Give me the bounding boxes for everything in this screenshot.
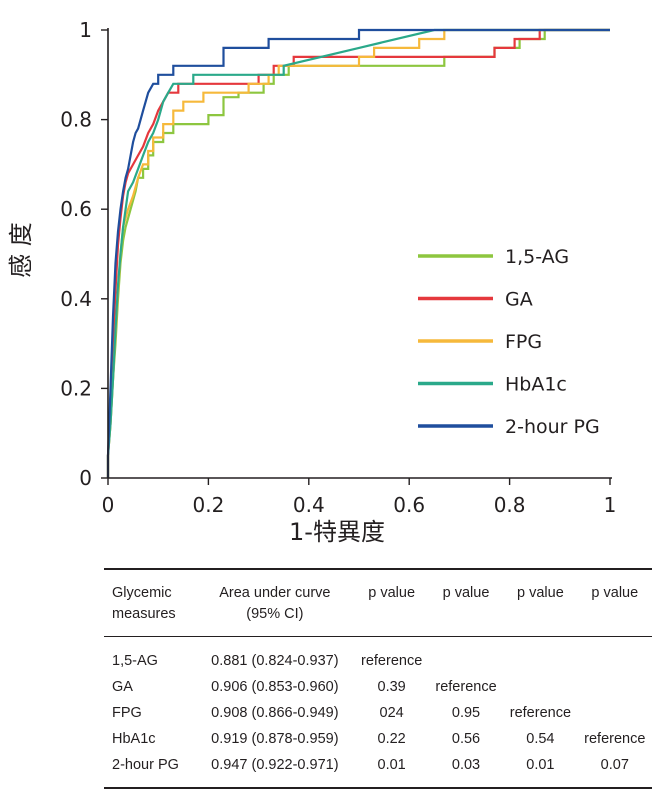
x-tick-label: 0.2: [192, 493, 224, 517]
table-row: FPG 0.908 (0.866-0.949) 024 0.95 reference: [104, 700, 652, 726]
table-row: GA 0.906 (0.853-0.960) 0.39 reference: [104, 674, 652, 700]
table-header-text: p value: [517, 585, 564, 601]
table-cell: HbA1c: [112, 731, 156, 747]
x-axis-title: 1-特異度: [289, 518, 385, 546]
table-cell: [578, 637, 652, 675]
roc-chart: 0 0.2 0.4 0.6 0.8 1 0 0.2 0.4 0.6 0.8 1 感 度 1-特異度 1…: [7, 18, 616, 546]
table-cell: 0.95: [451, 705, 481, 721]
series-layer: [106, 28, 610, 478]
table-header-row: Glycemic measures Area under curve (95% CI)…: [104, 569, 652, 637]
table-header-cell: Area under curve (95% CI): [195, 569, 354, 637]
auc-table: Glycemic measures Area under curve (95% CI)…: [104, 568, 652, 789]
auc-table-wrapper: Glycemic measures Area under curve (95% CI)…: [104, 568, 652, 789]
table-cell: 0.01: [377, 757, 406, 773]
table-header-text: Glycemic: [112, 585, 172, 601]
table-header-cell: p value: [354, 569, 428, 637]
table-header-cell: p value: [578, 569, 652, 637]
table-cell: GA: [112, 679, 133, 695]
table-cell: FPG: [112, 705, 142, 721]
y-tick-label: 0.6: [60, 197, 92, 221]
legend-label-hba1c: HbA1c: [505, 374, 567, 396]
table-cell: 0.39: [377, 679, 406, 695]
legend: 1,5-AG GA FPG HbA1c 2-hour PG: [418, 246, 600, 438]
table-cell: [429, 637, 503, 675]
table-body: 1,5-AG 0.881 (0.824-0.937) reference GA 0.90…: [104, 637, 652, 788]
table-cell: 0.56: [451, 731, 481, 747]
table-cell: 0.908 (0.866-0.949): [211, 705, 339, 721]
table-row: HbA1c 0.919 (0.878-0.959) 0.22 0.56 0.54 refe…: [104, 726, 652, 752]
table-cell: 0.54: [526, 731, 555, 747]
table-cell: 0.906 (0.853-0.960): [211, 679, 339, 695]
y-tick-label: 0.8: [60, 108, 92, 132]
table-cell: [503, 637, 577, 675]
x-tick-label: 1: [604, 493, 617, 517]
table-header-text: p value: [368, 585, 416, 601]
x-tick-label: 0: [102, 493, 115, 517]
table-cell: reference: [509, 705, 572, 721]
legend-label-fpg: FPG: [505, 331, 542, 353]
x-tick-label: 0.6: [393, 493, 425, 517]
table-row: 1,5-AG 0.881 (0.824-0.937) reference: [104, 637, 652, 675]
table-header-cell: Glycemic measures: [104, 569, 195, 637]
y-tick-label: 1: [79, 18, 92, 42]
legend-label-2-hour-pg: 2-hour PG: [505, 416, 600, 438]
x-tick-label: 0.8: [494, 493, 526, 517]
table-header-text: (95% CI): [246, 606, 304, 622]
table-cell: 2-hour PG: [112, 757, 179, 773]
series-line-2-hour-pg: [106, 28, 610, 478]
legend-label-1-5-ag: 1,5-AG: [505, 246, 569, 268]
table-header-text: measures: [112, 606, 176, 622]
table-cell: 0.947 (0.922-0.971): [211, 757, 339, 773]
table-header-cell: p value: [503, 569, 577, 637]
table-cell: 0.881 (0.824-0.937): [211, 653, 339, 669]
table-cell: 0.03: [451, 757, 481, 773]
table-header-text: p value: [442, 585, 490, 601]
table-row: 2-hour PG 0.947 (0.922-0.971) 0.01 0.03 0.01…: [104, 752, 652, 788]
table-cell: 0.07: [600, 757, 629, 773]
y-axis-title: 感 度: [7, 222, 35, 278]
table-header-cell: p value: [429, 569, 503, 637]
legend-label-ga: GA: [505, 289, 533, 311]
table-cell: reference: [435, 679, 497, 695]
table-header-text: Area under curve: [219, 585, 331, 601]
table-cell: [503, 674, 577, 700]
table-cell: [578, 700, 652, 726]
table-cell: [578, 674, 652, 700]
table-cell: reference: [361, 653, 423, 669]
table-header-text: p value: [591, 585, 639, 601]
table-cell: 0.919 (0.878-0.959): [211, 731, 339, 747]
table-cell: reference: [584, 731, 646, 747]
table-cell: 024: [379, 705, 404, 721]
series-line-1-5-ag: [106, 28, 610, 478]
axes-layer: 0 0.2 0.4 0.6 0.8 1 0 0.2 0.4 0.6 0.8 1: [60, 18, 616, 517]
y-tick-label: 0.2: [60, 376, 92, 400]
y-tick-label: 0: [79, 466, 92, 490]
table-cell: 0.22: [377, 731, 406, 747]
y-tick-label: 0.4: [60, 287, 92, 311]
x-tick-label: 0.4: [293, 493, 325, 517]
table-cell: 1,5-AG: [112, 653, 158, 669]
series-line-hba1c: [106, 28, 610, 478]
table-cell: 0.01: [526, 757, 555, 773]
